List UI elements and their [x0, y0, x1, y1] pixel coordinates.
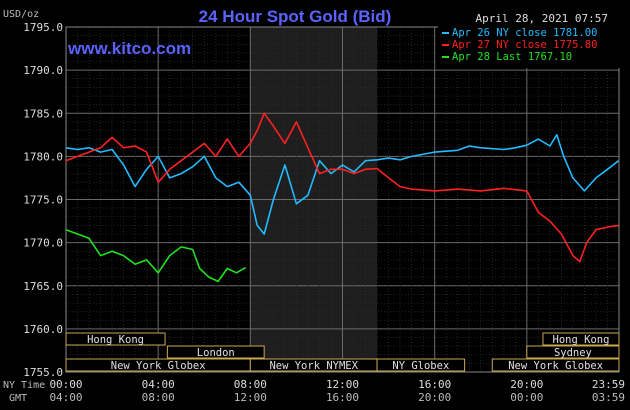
y-tick-label: 1775.0: [23, 194, 63, 207]
x-tick-label-gmt: 16:00: [326, 391, 359, 404]
session-box: [65, 332, 166, 346]
x-tick-label-gmt: 08:00: [142, 391, 175, 404]
x-axis-ny-time-label: NY Time: [3, 380, 45, 391]
session-label: Hong Kong: [553, 334, 610, 346]
x-tick-label-gmt: 03:59: [592, 391, 625, 404]
series-line-1: [65, 112, 619, 263]
y-tick-label: 1765.0: [23, 280, 63, 293]
session-box: [166, 345, 265, 359]
y-tick-label: 1795.0: [23, 21, 63, 34]
x-tick-label-ny: 04:00: [142, 378, 175, 391]
y-tick-label: 1780.0: [23, 150, 63, 163]
session-box: [376, 358, 466, 372]
y-tick-label: 1770.0: [23, 237, 63, 250]
session-box: [526, 345, 620, 359]
brand-label: www.kitco.com: [67, 39, 191, 58]
y-tick-label: 1755.0: [23, 366, 63, 379]
legend-box: [438, 26, 620, 68]
x-tick-label-gmt: 20:00: [418, 391, 451, 404]
chart-title: 24 Hour Spot Gold (Bid): [199, 7, 392, 26]
session-box: [542, 332, 620, 346]
series-line-0: [65, 134, 619, 235]
x-tick-label-gmt: 12:00: [234, 391, 267, 404]
session-label: New York NYMEX: [269, 360, 358, 372]
x-tick-label-ny: 08:00: [234, 378, 267, 391]
y-tick-label: 1785.0: [23, 107, 63, 120]
x-tick-label-ny: 23:59: [592, 378, 625, 391]
y-axis-unit-label: USD/oz: [3, 9, 39, 20]
x-tick-label-gmt: 04:00: [49, 391, 82, 404]
session-box: [491, 358, 620, 372]
series-line-2: [65, 228, 247, 283]
legend-entry: Apr 27 NY close 1775.80: [452, 39, 597, 51]
session-label: New York Globex: [508, 360, 603, 372]
y-tick-label: 1760.0: [23, 323, 63, 336]
session-label: London: [197, 347, 235, 359]
x-axis-gmt-label: GMT: [9, 393, 27, 404]
x-tick-label-ny: 12:00: [326, 378, 359, 391]
session-label: Sydney: [554, 347, 592, 359]
x-tick-label-ny: 16:00: [418, 378, 451, 391]
y-tick-label: 1790.0: [23, 64, 63, 77]
x-tick-label-ny: 00:00: [49, 378, 82, 391]
legend-entry: Apr 26 NY close 1781.00: [452, 27, 597, 39]
session-label: New York Globex: [111, 360, 206, 372]
session-label: NY Globex: [392, 360, 449, 372]
session-label: Hong Kong: [87, 334, 144, 346]
x-tick-label-gmt: 00:00: [510, 391, 543, 404]
legend-entry: Apr 28 Last 1767.10: [452, 51, 572, 63]
plot-frame: [65, 26, 620, 373]
date-time-label: April 28, 2021 07:57: [476, 12, 608, 25]
x-tick-label-ny: 20:00: [510, 378, 543, 391]
